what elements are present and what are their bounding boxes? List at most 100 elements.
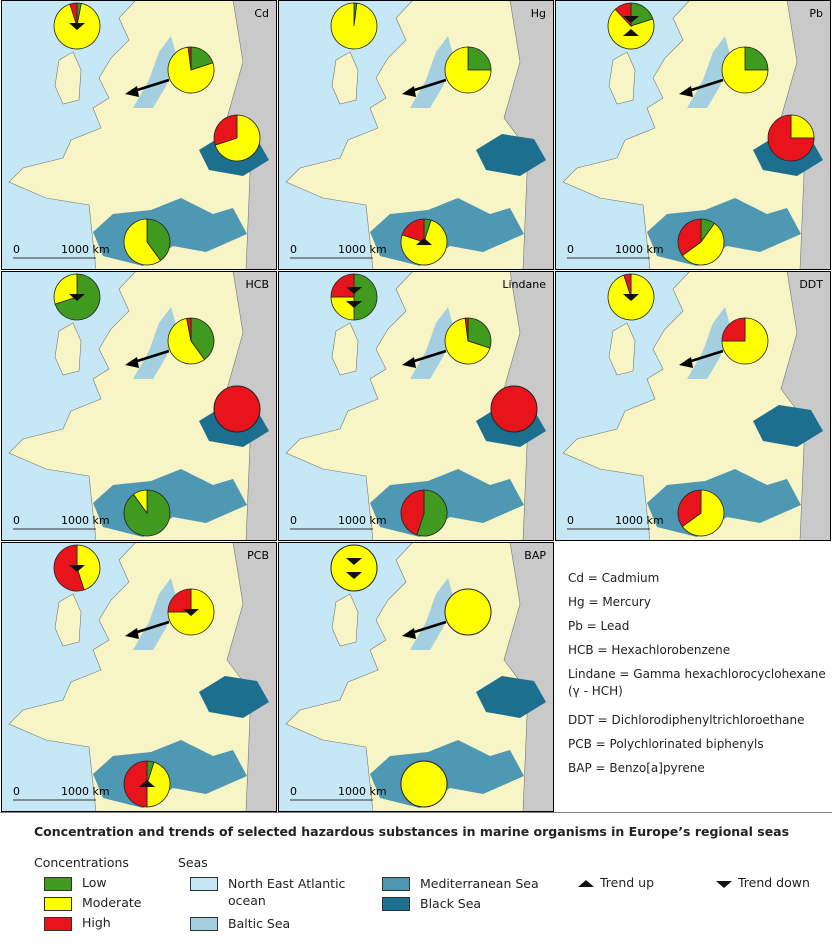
- legend-label: Trend down: [738, 875, 810, 890]
- scale-end: 1000 km: [61, 243, 110, 256]
- pie-slice: [330, 273, 355, 298]
- panel-label: Cd: [254, 7, 269, 20]
- legend-swatch: [190, 917, 218, 931]
- panel-label: HCB: [246, 278, 270, 291]
- scale-start: 0: [290, 785, 297, 798]
- legend-label: Low: [82, 875, 107, 890]
- arrow-head: [679, 357, 693, 368]
- panel-label: BAP: [524, 549, 546, 562]
- non-eu-land: [226, 542, 277, 812]
- trend-marker: [346, 558, 362, 565]
- panel-border: [278, 271, 554, 541]
- trend-marker: [346, 301, 362, 308]
- pie-slice: [490, 385, 538, 433]
- abbreviation: Pb = Lead: [568, 619, 630, 633]
- panel-label: Hg: [531, 7, 546, 20]
- pie-slice: [69, 2, 78, 27]
- legend-trend-symbol: [578, 880, 594, 887]
- uk: [54, 322, 82, 376]
- scale-start: 0: [567, 514, 574, 527]
- pie-slice: [721, 317, 769, 365]
- legend-label: High: [82, 915, 111, 930]
- scale-end: 1000 km: [338, 243, 387, 256]
- arrow-head: [125, 628, 139, 639]
- pie-slice: [467, 46, 492, 71]
- pie-slice: [53, 544, 85, 592]
- trend-marker: [623, 29, 639, 36]
- pie-slice: [214, 114, 261, 162]
- abbreviation: DDT = Dichlorodiphenyltrichloroethane: [568, 713, 805, 727]
- arrow-head: [125, 86, 139, 97]
- trend-marker: [416, 238, 432, 245]
- pie-slice: [400, 760, 448, 808]
- pie-slice: [444, 588, 492, 636]
- pie-slice: [167, 46, 215, 94]
- map-panel: Pb 0 1000 km: [555, 0, 831, 270]
- panel-border: [555, 0, 831, 270]
- pie-slice: [614, 2, 632, 28]
- scale-start: 0: [290, 514, 297, 527]
- pie-slice: [213, 114, 238, 146]
- pie-slice: [186, 317, 192, 342]
- non-eu-land: [780, 271, 831, 541]
- panel-border: [1, 542, 277, 812]
- pie-slice: [681, 222, 725, 266]
- legend-label: Black Sea: [420, 896, 482, 911]
- arrow-head: [679, 86, 693, 97]
- pie-slice: [467, 317, 492, 349]
- pie-slice: [416, 489, 448, 537]
- panel-border: [278, 542, 554, 812]
- panel-label: Lindane: [502, 278, 546, 291]
- pie-slice: [464, 317, 469, 342]
- pie-slice: [623, 273, 632, 298]
- arrow-head: [402, 86, 416, 97]
- panel-border: [555, 271, 831, 541]
- baltic-sea: [133, 36, 177, 108]
- panel-border: [278, 0, 554, 270]
- scale-end: 1000 km: [615, 514, 664, 527]
- black-sea: [753, 405, 823, 447]
- panel-border: [1, 271, 277, 541]
- legend-label: North East Atlantic ocean: [228, 876, 346, 908]
- legend-swatch: [382, 897, 410, 911]
- trend-marker: [346, 572, 362, 579]
- baltic-sea: [687, 307, 731, 379]
- scale-end: 1000 km: [338, 514, 387, 527]
- pie-slice: [721, 46, 769, 94]
- trend-marker: [346, 287, 362, 294]
- map-panel: Hg 0 1000 km: [278, 0, 554, 270]
- uk: [608, 51, 636, 105]
- map-panel: Cd 0 1000 km: [1, 0, 277, 270]
- trend-marker: [183, 609, 199, 616]
- pie-slice: [132, 489, 148, 515]
- pie-slice: [146, 761, 171, 808]
- scale-end: 1000 km: [338, 785, 387, 798]
- pie-slice: [146, 218, 171, 262]
- pie-slice: [167, 588, 215, 636]
- uk: [54, 51, 82, 105]
- pie-slice: [330, 544, 378, 592]
- scale-end: 1000 km: [615, 243, 664, 256]
- abbreviation: Hg = Mercury: [568, 595, 651, 609]
- abbreviation: BAP = Benzo[a]pyrene: [568, 761, 705, 775]
- pie-slice: [330, 2, 378, 50]
- baltic-sea: [410, 307, 454, 379]
- arrow-head: [402, 357, 416, 368]
- pie-slice: [400, 489, 425, 536]
- legend-swatch: [44, 897, 72, 911]
- pie-slice: [213, 385, 261, 433]
- abbreviation: Lindane = Gamma hexachlorocyclohexane (γ…: [568, 667, 826, 698]
- baltic-sea: [133, 307, 177, 379]
- pie-slice: [353, 273, 378, 321]
- legend-heading: Seas: [178, 855, 208, 870]
- panel-border: [1, 0, 277, 270]
- pie-slice: [187, 46, 192, 71]
- legend-label: Moderate: [82, 895, 142, 910]
- trend-marker: [69, 294, 85, 301]
- legend-heading: Concentrations: [34, 855, 129, 870]
- arrow-head: [402, 628, 416, 639]
- scale-start: 0: [290, 243, 297, 256]
- legend-label: Baltic Sea: [228, 916, 291, 931]
